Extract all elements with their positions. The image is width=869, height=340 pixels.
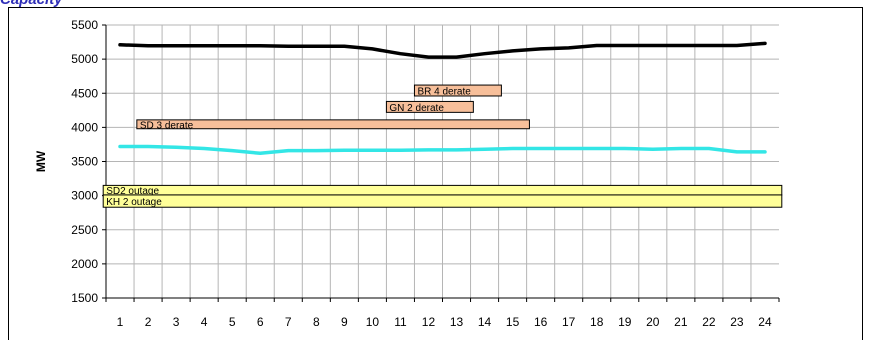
x-tick-label: 12 xyxy=(422,315,436,329)
annotation-box xyxy=(136,119,530,130)
annotation-label: SD2 outage xyxy=(106,186,159,197)
x-tick-label: 23 xyxy=(730,315,744,329)
annotation-box xyxy=(385,100,474,113)
x-tick-label: 16 xyxy=(534,315,548,329)
annotation-label: GN 2 derate xyxy=(389,103,444,114)
annotation-box xyxy=(413,84,502,97)
x-tick-label: 20 xyxy=(646,315,660,329)
x-tick-label: 13 xyxy=(450,315,464,329)
x-tick-label: 9 xyxy=(341,315,348,329)
y-tick-label: 2500 xyxy=(71,223,98,237)
x-tick-label: 14 xyxy=(478,315,492,329)
x-tick-label: 21 xyxy=(674,315,688,329)
annotation-label: KH 2 outage xyxy=(106,197,162,208)
x-tick-label: 15 xyxy=(506,315,520,329)
y-tick-label: 3500 xyxy=(71,155,98,169)
x-tick-label: 5 xyxy=(229,315,236,329)
x-tick-label: 6 xyxy=(257,315,264,329)
x-tick-label: 3 xyxy=(173,315,180,329)
annotation-box xyxy=(102,194,783,208)
y-tick-label: 4500 xyxy=(71,86,98,100)
y-tick-label: 2000 xyxy=(71,257,98,271)
x-tick-label: 10 xyxy=(366,315,380,329)
x-tick-label: 1 xyxy=(117,315,124,329)
y-tick-label: 1500 xyxy=(71,291,98,305)
x-tick-label: 11 xyxy=(394,315,407,329)
x-tick-label: 22 xyxy=(702,315,716,329)
y-tick-label: 5500 xyxy=(71,18,98,32)
annotation-box xyxy=(102,184,783,196)
y-tick-label: 5000 xyxy=(71,52,98,66)
x-tick-label: 18 xyxy=(590,315,604,329)
annotation-label: BR 4 derate xyxy=(417,87,471,98)
annotation-label: SD 3 derate xyxy=(140,120,194,131)
chart-area-frame xyxy=(8,7,863,340)
y-axis-label: MW xyxy=(34,150,48,172)
series-line-2 xyxy=(118,144,767,156)
x-tick-label: 7 xyxy=(285,315,292,329)
x-tick-label: 24 xyxy=(758,315,772,329)
chart-title: Capacity xyxy=(0,0,63,8)
y-tick-label: 4000 xyxy=(71,120,98,134)
x-tick-label: 2 xyxy=(145,315,152,329)
x-tick-label: 4 xyxy=(201,315,208,329)
y-tick-label: 3000 xyxy=(71,189,98,203)
series-line-1 xyxy=(118,41,767,59)
x-tick-label: 17 xyxy=(562,315,576,329)
x-tick-label: 19 xyxy=(618,315,632,329)
x-tick-label: 8 xyxy=(313,315,320,329)
